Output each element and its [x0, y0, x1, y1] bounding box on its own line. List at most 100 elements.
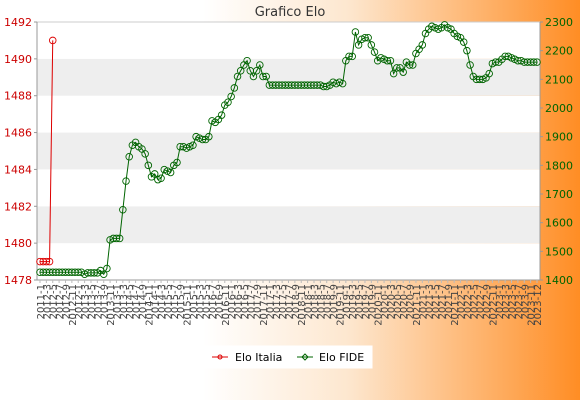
elo-italia-point [48, 36, 57, 45]
x-tick-label: 2023-12 [533, 284, 544, 326]
y-right-tick-label: 1700 [545, 188, 573, 201]
legend: Elo Italia Elo FIDE [201, 345, 373, 369]
x-tick-label: 2020-3 [386, 284, 397, 319]
elo-fide-point [466, 61, 474, 69]
grid-band [37, 22, 540, 59]
elo-fide-point [485, 69, 493, 78]
elo-fide-point [354, 41, 363, 49]
x-tick-label: 2013-1 [112, 284, 123, 319]
elo-fide-point [348, 52, 356, 61]
x-tick-label: 2015-11 [183, 284, 194, 326]
elo-fide-point [367, 41, 376, 49]
elo-fide-point [103, 264, 111, 273]
grid-band [37, 132, 540, 170]
x-tick-label: 2016-3 [234, 284, 245, 319]
elo-fide-point [256, 61, 264, 69]
elo-fide-point [189, 141, 197, 150]
legend-label-elo-italia: Elo Italia [235, 351, 282, 364]
x-tick-label: 2012-5 [49, 284, 60, 319]
elo-fide-point [166, 168, 175, 177]
y-right-tick-label: 2300 [545, 16, 573, 29]
x-tick-label: 2018-3 [310, 284, 321, 319]
x-tick-label: 2015-1 [189, 284, 200, 319]
elo-fide-point [418, 41, 427, 49]
elo-fide-point [224, 98, 232, 107]
x-tick-label: 2023-7 [514, 284, 525, 319]
x-tick-label: 2019-3 [348, 284, 359, 319]
elo-fide-point [262, 72, 270, 81]
legend-marker-elo-fide [301, 353, 309, 361]
elo-italia-point [45, 257, 54, 266]
elo-fide-point [125, 152, 133, 161]
elo-fide-point [217, 111, 226, 119]
y-left-tick-label: 1480 [4, 237, 32, 250]
x-tick-label: 2020-1 [380, 284, 391, 319]
y-right-tick-label: 1900 [545, 131, 573, 144]
x-tick-label: 2021-11 [412, 284, 423, 326]
x-tick-label: 2013-5 [87, 284, 98, 319]
elo-fide-point [252, 66, 261, 75]
x-tick-label: 2012-7 [55, 284, 66, 319]
x-tick-label: 2017-1 [265, 284, 276, 319]
x-tick-label: 2021-11 [450, 284, 461, 326]
elo-fide-point [227, 92, 235, 101]
x-tick-label: 2019-7 [361, 284, 372, 319]
x-tick-label: 2018-5 [316, 284, 327, 319]
elo-fide-point [119, 206, 127, 214]
x-tick-label: 2021-9 [444, 284, 455, 319]
y-right-tick-label: 1500 [545, 245, 573, 258]
x-tick-label: 2013-7 [93, 284, 104, 319]
x-tick-label: 2015-5 [202, 284, 213, 319]
chart-title: Grafico Elo [255, 5, 326, 20]
elo-fide-point [157, 174, 165, 182]
x-tick-label: 2017-7 [246, 284, 257, 319]
x-tick-label: 2019-9 [367, 284, 378, 319]
elo-fide-point [230, 84, 239, 92]
x-tick-label: 2021-5 [431, 284, 442, 319]
x-tick-label: 2012-9 [61, 284, 72, 319]
elo-fide-point [405, 61, 414, 69]
grid-band [37, 169, 540, 207]
elo-fide-point [530, 58, 538, 66]
x-tick-label: 2018-9 [291, 284, 302, 319]
x-tick-label: 2017-9 [253, 284, 264, 319]
x-tick-label: 2012-1 [74, 284, 85, 319]
x-tick-label: 2016-11 [221, 284, 232, 326]
x-tick-label: 2023-3 [501, 284, 512, 319]
elo-fide-point [533, 58, 541, 66]
x-tick-label: 2019-9 [329, 284, 340, 319]
elo-fide-point [259, 72, 267, 81]
elo-fide-point [90, 269, 98, 277]
y-right-tick-label: 2000 [545, 102, 573, 115]
x-tick-label: 2022-11 [488, 284, 499, 326]
elo-fide-point [249, 72, 258, 81]
y-left-tick-label: 1486 [4, 127, 32, 140]
x-tick-label: 2016-1 [227, 284, 238, 319]
x-tick-label: 2013-3 [81, 284, 92, 319]
x-tick-label: 2017-7 [285, 284, 296, 319]
elo-fide-point [233, 72, 242, 81]
elo-fide-point [150, 170, 159, 178]
elo-fide-point [399, 68, 407, 76]
x-tick-label: 2020-5 [393, 284, 404, 319]
elo-fide-point [141, 150, 149, 158]
x-tick-label: 2022-9 [482, 284, 493, 319]
x-tick-label: 2014-1 [151, 284, 162, 319]
x-tick-label: 2015-5 [163, 284, 174, 319]
y-right-tick-label: 2200 [545, 45, 573, 58]
x-tick-label: 2013-11 [106, 284, 117, 326]
y-left-tick-label: 1488 [4, 90, 32, 103]
x-tick-label: 2021-3 [425, 284, 436, 319]
x-tick-label: 2014-7 [132, 284, 143, 319]
elo-fide-point [99, 270, 108, 279]
x-tick-label: 2022-1 [457, 284, 468, 319]
y-left-tick-label: 1484 [4, 163, 32, 176]
elo-fide-point [386, 56, 395, 65]
elo-fide-point [393, 64, 401, 72]
elo-fide-point [112, 234, 121, 243]
x-tick-label: 2015-7 [170, 284, 181, 319]
x-tick-label: 2015-9 [176, 284, 187, 319]
x-tick-label: 2011-1 [36, 284, 47, 319]
x-tick-label: 2014-9 [138, 284, 149, 319]
